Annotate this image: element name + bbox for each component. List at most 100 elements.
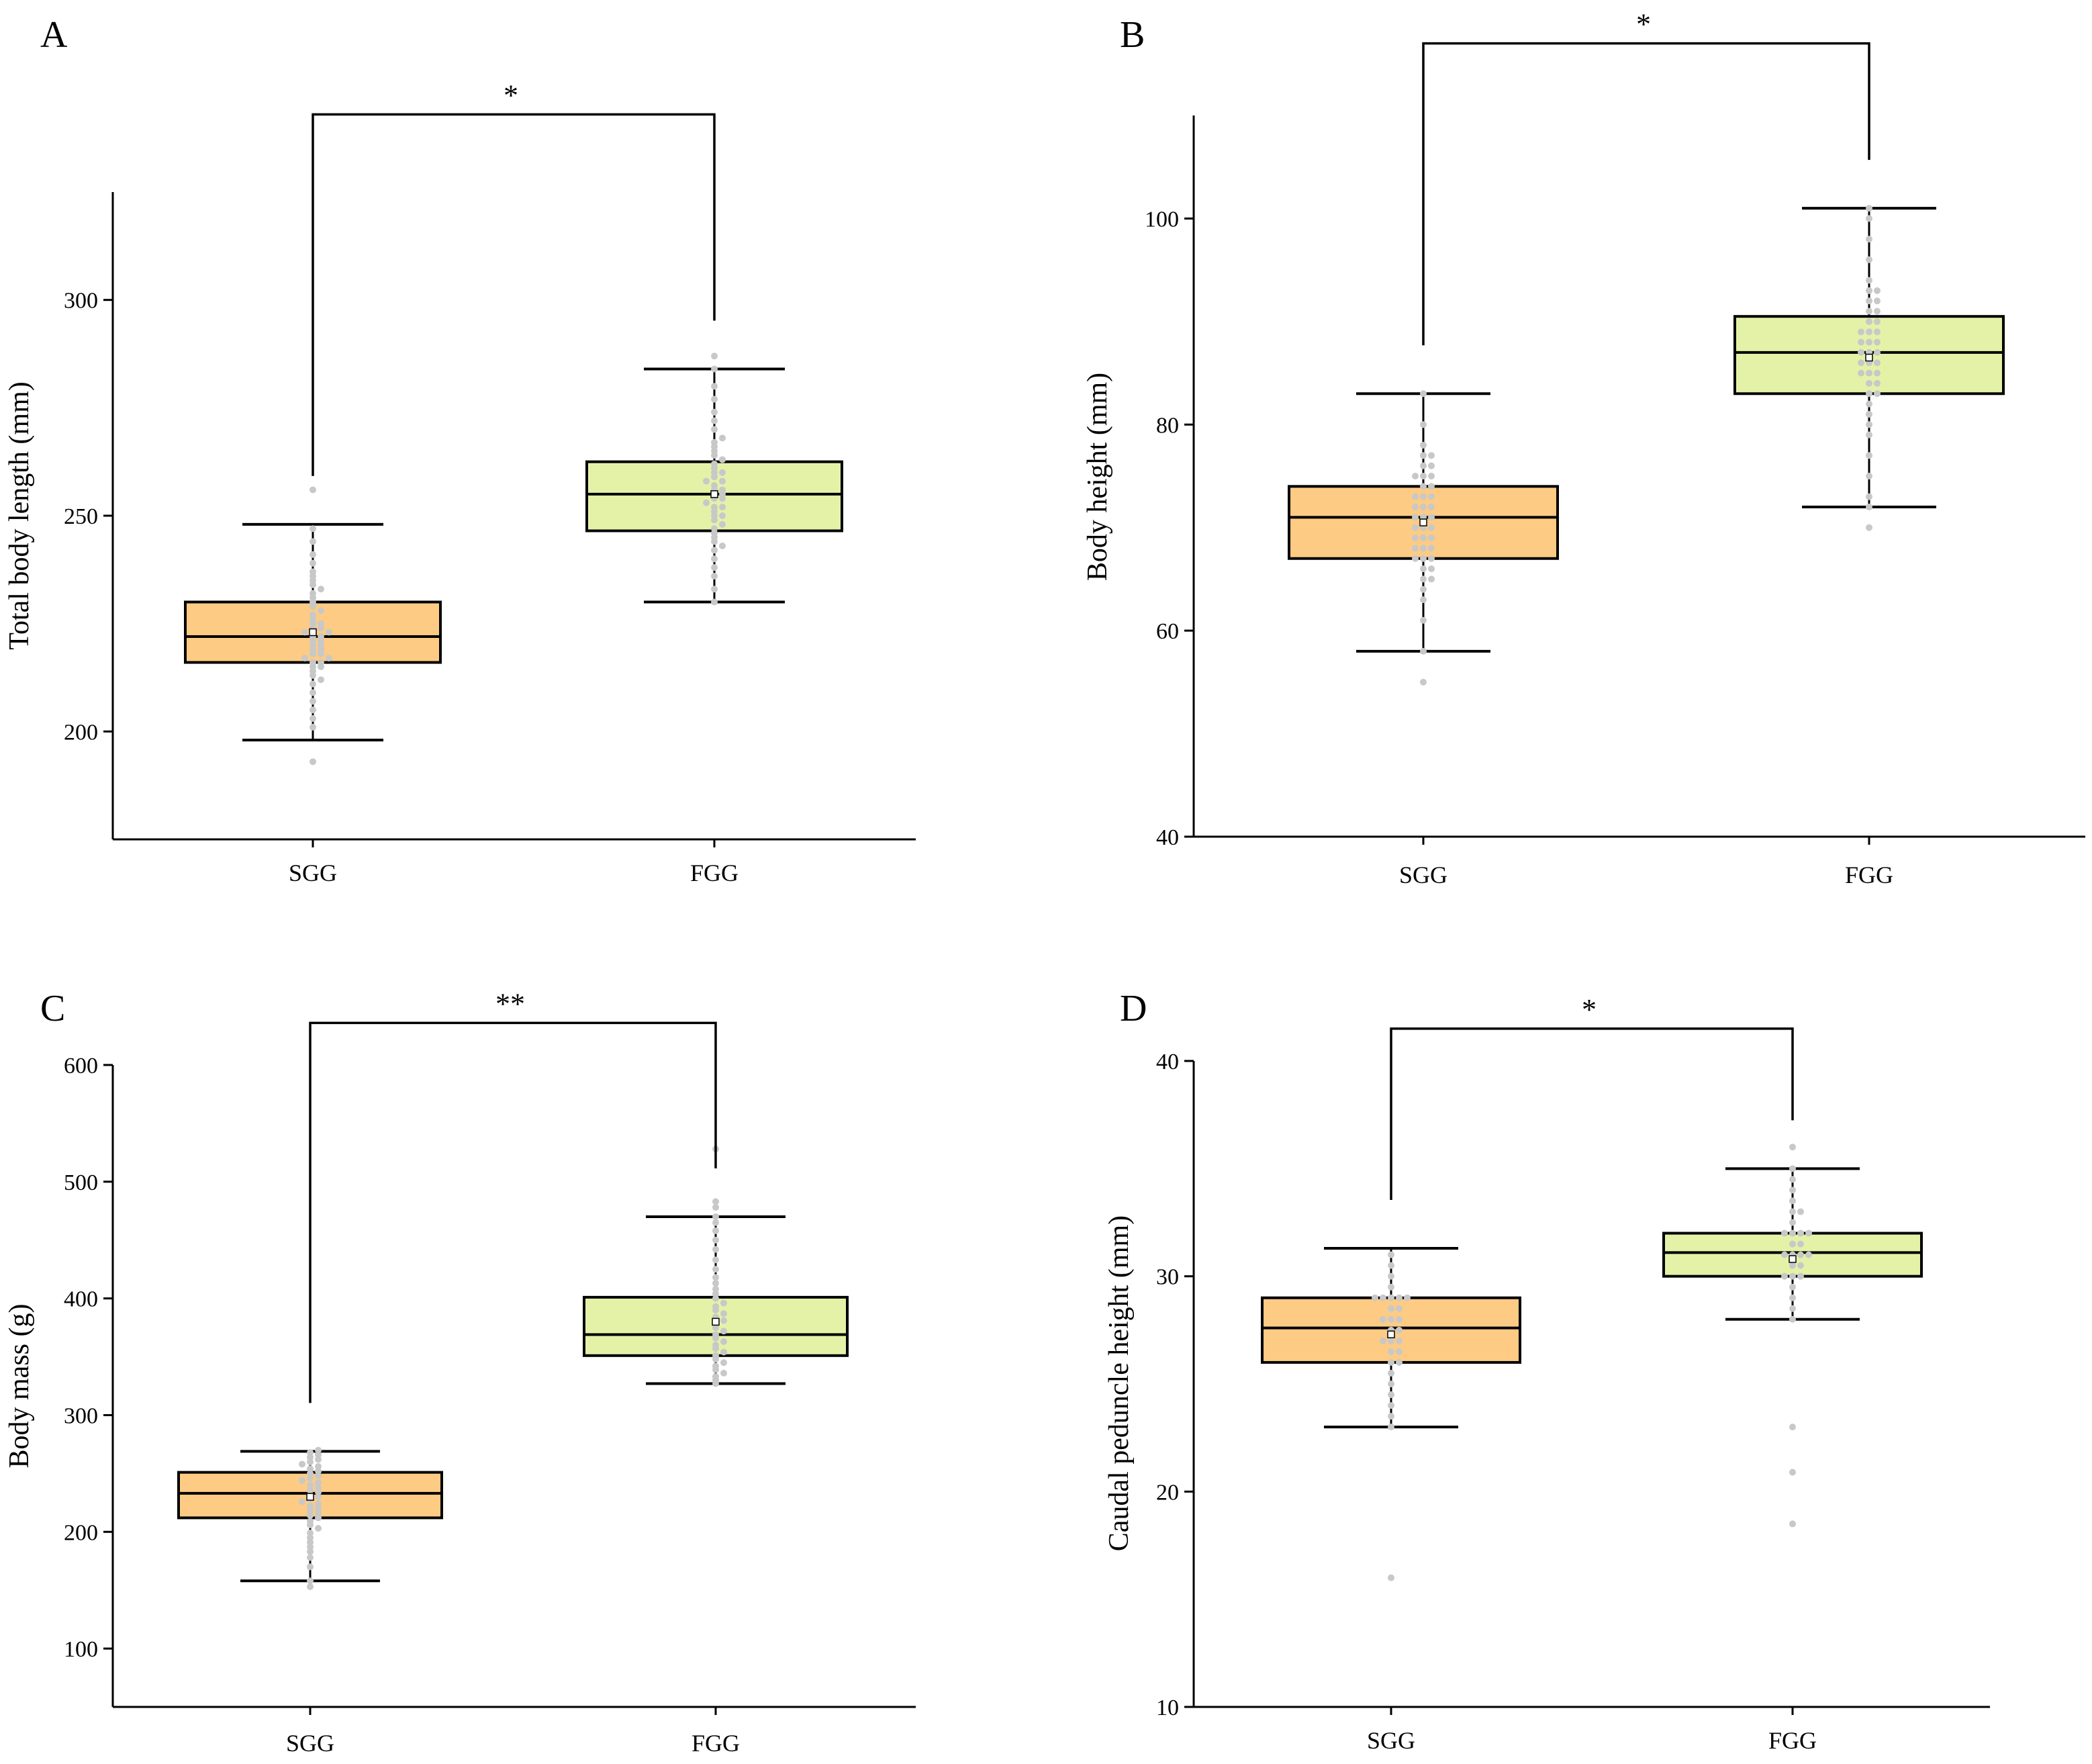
data-point [1412, 555, 1419, 562]
data-point [1428, 565, 1435, 573]
data-point [1420, 575, 1427, 583]
data-point [1797, 1229, 1804, 1237]
data-point [1420, 555, 1427, 562]
data-point [1420, 535, 1427, 542]
data-point [1789, 1240, 1796, 1248]
data-point [1874, 359, 1881, 367]
y-tick-label: 20 [1156, 1480, 1179, 1505]
mean-marker [710, 490, 718, 498]
data-point [712, 1213, 719, 1220]
bracket-line [1422, 42, 1870, 346]
data-point [711, 460, 718, 467]
data-point [310, 590, 316, 597]
data-point [1412, 473, 1419, 479]
data-point [720, 1328, 727, 1335]
data-point [1866, 328, 1872, 336]
data-point [1874, 349, 1881, 356]
data-point [315, 1451, 322, 1458]
data-point [1866, 277, 1872, 284]
data-point [720, 1299, 727, 1307]
data-point [1866, 504, 1872, 511]
data-point [307, 1465, 314, 1473]
data-point [310, 706, 316, 714]
data-point [1866, 369, 1872, 377]
mean-marker [712, 1317, 720, 1326]
data-point [1388, 1305, 1394, 1312]
data-point [1874, 328, 1881, 336]
data-point [1789, 1283, 1796, 1291]
data-point [719, 504, 726, 511]
data-point [1858, 349, 1864, 356]
data-point [310, 758, 316, 765]
data-point [307, 1583, 314, 1590]
x-category-label: FGG [690, 860, 739, 886]
panel-letter: C [40, 988, 65, 1029]
y-tick-label: 80 [1156, 413, 1179, 438]
data-point [711, 353, 718, 360]
data-point [1866, 473, 1872, 479]
significance-bracket: * [1422, 8, 1870, 346]
data-point [315, 1493, 322, 1501]
data-point [711, 383, 718, 390]
data-point [1781, 1251, 1788, 1258]
data-point [307, 1563, 314, 1571]
data-point [318, 620, 324, 627]
box-sgg: SGG [1261, 1246, 1521, 1754]
significance-bracket: ** [309, 987, 717, 1403]
data-point [1420, 421, 1427, 428]
data-point [719, 469, 726, 476]
data-point [1797, 1240, 1804, 1248]
data-point [307, 1475, 314, 1482]
panel-letter: D [1120, 988, 1147, 1029]
y-tick-label: 300 [64, 289, 98, 314]
data-point [712, 1246, 719, 1253]
data-point [1396, 1294, 1402, 1301]
data-point [1866, 287, 1872, 294]
data-point [712, 1219, 719, 1226]
bracket-line [1390, 1027, 1794, 1200]
box-sgg: SGG [184, 486, 442, 886]
panel-letter: B [1120, 14, 1145, 56]
panel-c: C 100 200 300 400 500 600 Body mass (g) SGG FGG ** [4, 987, 916, 1757]
data-point [1797, 1262, 1804, 1269]
y-tick-label: 40 [1156, 825, 1179, 850]
data-point [1789, 1294, 1796, 1301]
significance-label: * [504, 79, 518, 111]
data-point [1396, 1315, 1402, 1323]
data-point [1874, 369, 1881, 377]
data-point [1428, 504, 1435, 511]
data-point [315, 1500, 322, 1507]
data-point [1866, 205, 1872, 212]
data-point [1866, 256, 1872, 263]
data-point [315, 1484, 322, 1491]
data-point [307, 1507, 314, 1514]
data-point [711, 598, 718, 606]
data-point [318, 607, 324, 614]
data-point [1789, 1144, 1796, 1151]
data-point [1789, 1165, 1796, 1172]
data-point [1420, 462, 1427, 469]
data-point [719, 512, 726, 519]
x-category-label: SGG [289, 860, 337, 886]
panel-a: A 200 250 300 Total body length (mm) SGG FGG * [4, 14, 916, 886]
x-category-label: FGG [1845, 862, 1893, 888]
y-tick-label: 100 [64, 1637, 98, 1662]
data-point [1797, 1272, 1804, 1280]
data-point [307, 1470, 314, 1477]
data-point [1866, 400, 1872, 408]
data-point [315, 1446, 322, 1454]
mean-marker [1865, 353, 1873, 362]
data-point [1388, 1348, 1394, 1355]
data-point [318, 659, 324, 666]
significance-label: * [1582, 993, 1597, 1026]
data-point [1380, 1337, 1386, 1344]
significance-bracket: * [312, 79, 716, 476]
data-point [1388, 1381, 1394, 1387]
data-point [711, 417, 718, 424]
data-point [1858, 328, 1864, 336]
data-point [1428, 483, 1435, 490]
x-category-label: SGG [1399, 862, 1447, 888]
y-tick-label: 40 [1156, 1050, 1179, 1074]
data-point [301, 655, 308, 662]
